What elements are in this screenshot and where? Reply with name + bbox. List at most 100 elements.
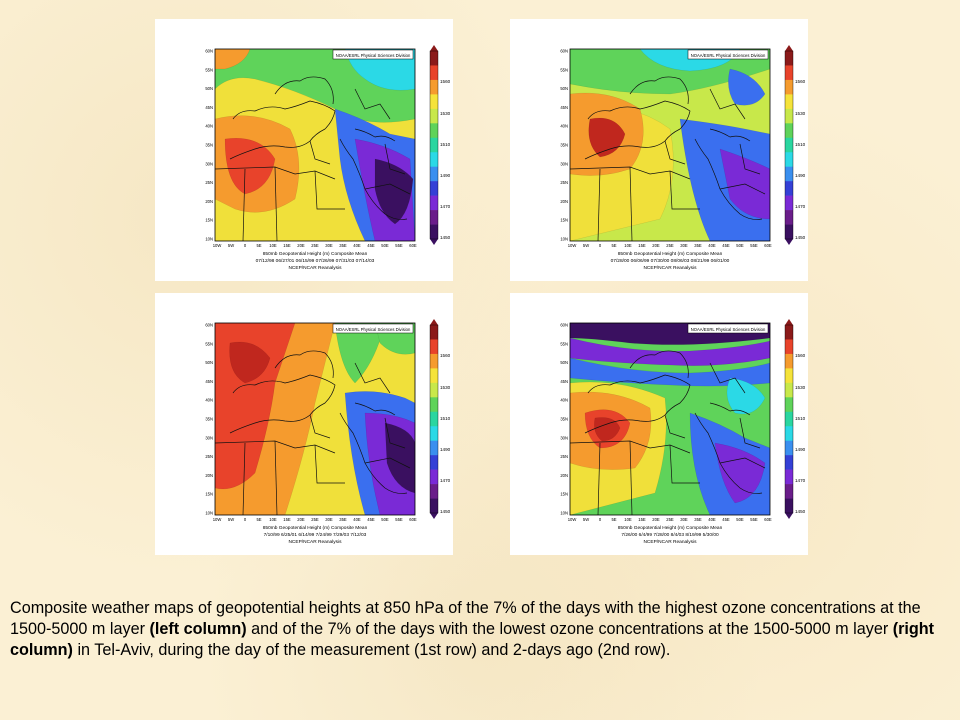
colorbar-segment: [430, 195, 438, 211]
longitude-label: 5E: [611, 517, 616, 522]
border-line: [242, 442, 246, 515]
longitude-label: 25E: [666, 243, 674, 248]
border-line: [664, 414, 686, 439]
longitude-label: 40E: [708, 243, 716, 248]
latitude-label: 50N: [205, 86, 213, 91]
latitude-label: 15N: [560, 492, 568, 497]
latitude-label: 30N: [560, 435, 568, 440]
colorbar-segment: [785, 353, 793, 369]
border-line: [719, 183, 766, 195]
colorbar-segment: [785, 79, 793, 95]
map-header: NOAA/ESRL Physical Sciences Division: [691, 327, 766, 332]
colorbar-label: 1490: [440, 173, 451, 178]
map-source: NCEP/NCAR Reanalysis: [643, 539, 697, 545]
colorbar-top-arrow: [785, 319, 793, 325]
border-line: [709, 402, 751, 416]
colorbar-segment: [785, 397, 793, 413]
header-box: [332, 49, 414, 60]
longitude-label: 5E: [611, 243, 616, 248]
colorbar-label: 1510: [795, 416, 806, 421]
latitude-label: 25N: [205, 180, 213, 185]
colorbar-segment: [430, 166, 438, 182]
border-line: [229, 100, 336, 160]
border-line: [570, 166, 691, 180]
colorbar-segment: [785, 166, 793, 182]
border-line: [629, 166, 633, 241]
longitude-label: 45E: [722, 517, 730, 522]
latitude-label: 45N: [205, 105, 213, 110]
border-line: [669, 444, 700, 484]
colorbar-segment: [430, 94, 438, 110]
colorbar-label: 1560: [440, 353, 451, 358]
map-dates: 07/28/00 06/06/99 07/30/00 08/06/03 08/2…: [611, 258, 730, 264]
border-line: [274, 166, 278, 241]
map-dates: 7/10/99 6/25/01 6/14/99 7/24/99 7/29/03 …: [264, 532, 367, 538]
border-line: [709, 88, 746, 120]
caption-right-column: (right column): [10, 620, 935, 659]
longitude-label: 30E: [680, 517, 688, 522]
colorbar-segment: [430, 65, 438, 81]
caption-left-column: (left column): [149, 620, 247, 638]
caption-part-2: and of the 7% of the days with the lowes…: [246, 620, 893, 638]
border-line: [274, 76, 334, 105]
contour-band: [229, 341, 271, 384]
longitude-label: 10E: [624, 243, 632, 248]
colorbar-frame: [784, 324, 794, 514]
longitude-label: 35E: [339, 517, 347, 522]
longitude-label: 25E: [666, 517, 674, 522]
longitude-label: 10W: [213, 517, 222, 522]
longitude-label: 5W: [583, 517, 589, 522]
map-header: NOAA/ESRL Physical Sciences Division: [336, 327, 411, 332]
colorbar-label: 1450: [440, 235, 451, 240]
map-header: NOAA/ESRL Physical Sciences Division: [336, 53, 411, 58]
colorbar-segment: [430, 469, 438, 485]
colorbar-label: 1490: [440, 447, 451, 452]
border-line: [354, 128, 396, 142]
longitude-label: 0: [599, 517, 602, 522]
colorbar-segment: [430, 339, 438, 355]
colorbar-segment: [430, 397, 438, 413]
map-panel-top-left: NOAA/ESRL Physical Sciences Division 60N 5…: [155, 19, 453, 281]
longitude-label: 5E: [256, 243, 261, 248]
contour-band: [224, 138, 276, 195]
colorbar-segment: [430, 353, 438, 369]
longitude-label: 20E: [652, 517, 660, 522]
colorbar-top-arrow: [785, 45, 793, 51]
longitude-label: 60E: [409, 243, 417, 248]
border-line: [384, 143, 406, 175]
border-line: [215, 440, 336, 454]
latitude-label: 30N: [205, 161, 213, 166]
colorbar-segment: [785, 455, 793, 470]
longitude-label: 5E: [256, 517, 261, 522]
map-frame: [569, 322, 771, 516]
longitude-label: 35E: [339, 243, 347, 248]
latitude-label: 40N: [560, 124, 568, 129]
colorbar-label: 1470: [440, 204, 451, 209]
colorbar-segment: [785, 224, 793, 240]
colorbar-segment: [430, 426, 438, 441]
border-line: [384, 417, 406, 449]
longitude-label: 45E: [367, 243, 375, 248]
border-line: [709, 362, 746, 394]
geopotential-height-map: NOAA/ESRL Physical Sciences Division 60N 5…: [205, 319, 451, 545]
colorbar-segment: [785, 426, 793, 441]
border-line: [719, 457, 766, 469]
colorbar-segment: [785, 195, 793, 211]
longitude-label: 55E: [395, 517, 403, 522]
latitude-label: 45N: [205, 379, 213, 384]
longitude-label: 30E: [680, 243, 688, 248]
latitude-label: 45N: [560, 105, 568, 110]
colorbar-bottom-arrow: [430, 239, 438, 245]
colorbar-segment: [430, 325, 438, 340]
colorbar-top-arrow: [430, 319, 438, 325]
latitude-label: 15N: [205, 218, 213, 223]
map-header: NOAA/ESRL Physical Sciences Division: [691, 53, 766, 58]
colorbar-label: 1530: [795, 385, 806, 390]
colorbar-segment: [430, 440, 438, 456]
colorbar-label: 1560: [440, 79, 451, 84]
map-title: 850mb Geopotential Height (m) Composite …: [263, 525, 368, 531]
border-line: [309, 414, 331, 439]
colorbar-segment: [430, 137, 438, 153]
latitude-label: 50N: [560, 86, 568, 91]
longitude-label: 10E: [624, 517, 632, 522]
